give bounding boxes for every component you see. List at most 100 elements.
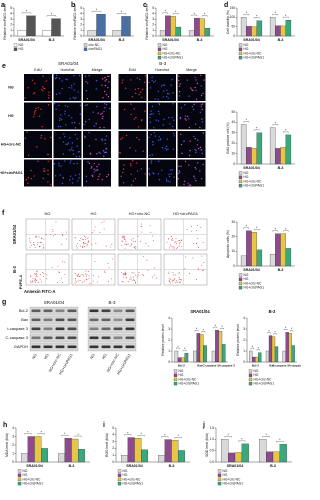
- nucleus: [33, 111, 36, 113]
- bar: [246, 147, 252, 165]
- y-axis-label: Cell viability (%): [226, 10, 230, 34]
- nucleus: [90, 167, 92, 169]
- event-dot: [193, 243, 194, 245]
- nucleus: [101, 117, 104, 120]
- column-label: Merge: [186, 68, 197, 72]
- event-dot: [121, 245, 123, 247]
- event-dot: [177, 281, 179, 283]
- nucleus: [24, 97, 26, 99]
- x-axis-label: Annexin FITC-A: [24, 289, 55, 294]
- x-tick-label: B-3: [278, 166, 284, 170]
- nucleus: [153, 173, 155, 175]
- lane-label: HG: [43, 353, 49, 360]
- x-tick-label: B-3: [119, 38, 125, 42]
- legend-swatch: [238, 179, 243, 184]
- sig-label: *: [256, 127, 258, 131]
- protein-label: Bax: [21, 317, 28, 322]
- nucleus: [166, 138, 168, 140]
- event-dot: [35, 236, 37, 238]
- x-tick-label: B-3: [169, 464, 175, 468]
- lane-label: NG: [31, 353, 37, 360]
- bar: [275, 148, 281, 165]
- bar: [279, 444, 287, 463]
- sig-bracket: [21, 12, 32, 14]
- event-dot: [135, 282, 136, 284]
- y-axis-label: PI/PE-A: [18, 275, 23, 290]
- y-tick-label: 0: [152, 34, 154, 38]
- nucleus: [104, 76, 106, 79]
- event-dot: [52, 230, 54, 232]
- x-tick-label: SRA01/04: [162, 38, 179, 42]
- y-tick-label: 2: [80, 23, 82, 27]
- nucleus: [89, 153, 92, 155]
- event-dot: [87, 240, 89, 242]
- event-dot: [141, 223, 142, 225]
- sig-bracket: [182, 350, 187, 352]
- nucleus: [178, 90, 181, 93]
- nucleus: [74, 127, 77, 129]
- nucleus: [64, 105, 66, 107]
- event-dot: [111, 278, 113, 280]
- bar: [199, 334, 204, 363]
- y-tick-label: 2: [10, 23, 12, 27]
- blot-band: [31, 336, 41, 340]
- sig-label: *: [246, 11, 248, 15]
- bar: [218, 331, 223, 363]
- event-dot: [74, 282, 76, 284]
- legend-swatch: [173, 377, 178, 382]
- event-dot: [83, 242, 85, 244]
- nucleus: [130, 173, 132, 175]
- event-dot: [77, 280, 79, 282]
- event-dot: [49, 234, 51, 236]
- nucleus: [149, 154, 151, 157]
- nucleus: [86, 104, 88, 106]
- nucleus: [138, 93, 140, 96]
- nucleus: [202, 163, 204, 166]
- y-tick-label: 50: [231, 110, 235, 114]
- event-dot: [36, 273, 37, 275]
- blot-band: [113, 327, 123, 331]
- nucleus: [181, 152, 183, 154]
- event-dot: [55, 221, 57, 223]
- sig-bracket: [282, 230, 289, 232]
- sig-label: *: [215, 324, 217, 328]
- nucleus: [88, 118, 90, 121]
- nucleus: [69, 162, 71, 164]
- event-dot: [174, 242, 176, 243]
- y-axis-label: Apoptotic cells (%): [226, 230, 230, 258]
- nucleus: [60, 165, 62, 167]
- nucleus: [59, 92, 61, 94]
- legend-label: HG+circPAG1: [244, 55, 265, 59]
- nucleus: [177, 172, 180, 175]
- nucleus: [190, 87, 192, 89]
- nucleus: [27, 176, 30, 179]
- event-dot: [132, 276, 134, 278]
- bar: [240, 255, 247, 267]
- nucleus: [153, 132, 155, 134]
- sig-label: *: [196, 327, 198, 331]
- sig-label: *: [204, 12, 206, 16]
- event-dot: [74, 237, 76, 239]
- nucleus: [47, 173, 49, 176]
- column-label: HG: [91, 211, 97, 216]
- event-dot: [84, 243, 86, 245]
- event-dot: [37, 270, 38, 272]
- y-tick-label: 0: [233, 162, 235, 166]
- event-dot: [166, 241, 168, 243]
- event-dot: [124, 243, 126, 245]
- event-dot: [123, 235, 125, 237]
- legend-label: NG: [179, 369, 184, 373]
- nucleus: [83, 123, 85, 126]
- nucleus: [45, 80, 47, 82]
- sig-bracket: [46, 15, 57, 17]
- event-dot: [84, 242, 86, 244]
- nucleus: [69, 175, 72, 177]
- nucleus: [74, 121, 76, 124]
- blot-band: [89, 309, 99, 313]
- legend-swatch: [238, 273, 243, 277]
- blot-band: [125, 309, 135, 313]
- event-dot: [84, 235, 86, 237]
- legend-swatch: [217, 473, 222, 477]
- nucleus: [149, 113, 152, 116]
- event-dot: [169, 247, 171, 249]
